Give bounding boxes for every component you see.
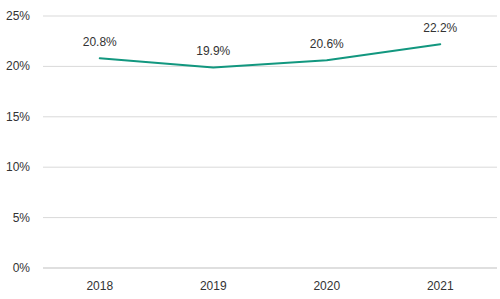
chart-container: 0% 5% 10% 15% 20% 25% 2018 2019 2020 2021 20.8% 19.… — [0, 0, 500, 299]
grid-line — [43, 268, 497, 269]
series — [100, 44, 441, 67]
x-tick-label: 2018 — [86, 279, 113, 293]
grid-line — [43, 217, 497, 218]
y-tick-label: 10% — [6, 160, 30, 174]
x-tick-label: 2019 — [200, 279, 227, 293]
grid-line — [43, 66, 497, 67]
data-label: 20.8% — [83, 35, 117, 49]
x-tick-label: 2020 — [313, 279, 340, 293]
grid-line — [43, 16, 497, 17]
data-label: 20.6% — [310, 37, 344, 51]
data-label: 19.9% — [196, 44, 230, 58]
y-tick-label: 5% — [13, 211, 31, 225]
chart: 0% 5% 10% 15% 20% 25% 2018 2019 2020 2021 20.8% 19.… — [0, 0, 500, 299]
grid-line — [43, 116, 497, 117]
y-tick-label: 15% — [6, 110, 30, 124]
x-tick-label: 2021 — [427, 279, 454, 293]
grid-line — [43, 167, 497, 168]
y-tick-label: 20% — [6, 59, 30, 73]
y-tick-label: 25% — [6, 9, 30, 23]
y-tick-label: 0% — [13, 261, 31, 275]
line — [100, 44, 441, 67]
data-label: 22.2% — [423, 21, 457, 35]
grid — [43, 16, 497, 268]
